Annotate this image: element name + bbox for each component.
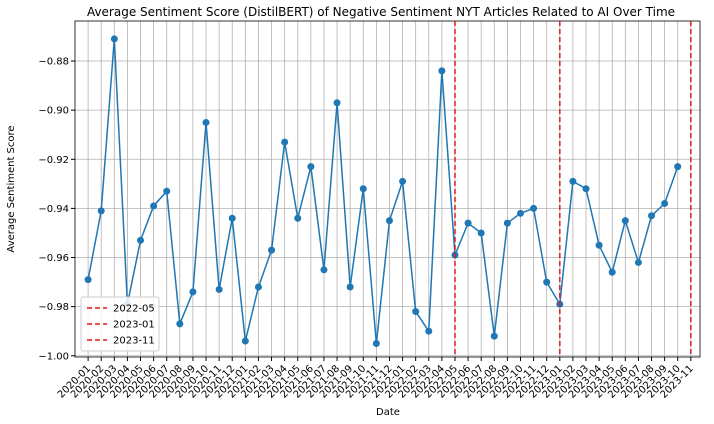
series-line	[87, 38, 679, 344]
legend-label: 2022-05	[113, 304, 155, 315]
data-point	[228, 214, 236, 222]
data-point	[294, 214, 302, 222]
data-point	[97, 207, 105, 215]
legend-label: 2023-11	[113, 336, 155, 347]
data-point	[438, 67, 446, 75]
data-point	[530, 204, 538, 212]
data-point	[661, 199, 669, 207]
data-point	[307, 163, 315, 171]
data-point	[163, 187, 171, 195]
legend-box	[80, 296, 160, 352]
x-axis-label: Date	[376, 407, 400, 418]
data-point	[648, 212, 656, 220]
data-point	[359, 185, 367, 193]
y-tick-label: −1.00	[38, 351, 69, 362]
data-point	[372, 339, 380, 347]
y-tick-label: −0.96	[38, 253, 69, 264]
data-point	[254, 283, 262, 291]
data-point	[674, 163, 682, 171]
data-point	[399, 177, 407, 185]
data-point	[320, 266, 328, 274]
data-point	[490, 332, 498, 340]
y-tick-label: −0.94	[38, 204, 69, 215]
data-point	[516, 209, 524, 217]
data-point	[333, 99, 341, 107]
data-point	[477, 229, 485, 237]
data-point	[608, 268, 616, 276]
data-point	[425, 327, 433, 335]
y-tick-label: −0.92	[38, 155, 69, 166]
legend: 2022-05 2023-01 2023-11	[80, 296, 160, 352]
data-point	[215, 285, 223, 293]
data-point	[241, 337, 249, 345]
y-tick-label: −0.98	[38, 302, 69, 313]
data-point	[582, 185, 590, 193]
plot-frame	[74, 20, 701, 358]
data-point	[281, 138, 289, 146]
data-point	[150, 202, 158, 210]
y-tick-label: −0.88	[38, 57, 69, 68]
data-point	[189, 288, 197, 296]
data-point	[569, 177, 577, 185]
data-point	[464, 219, 472, 227]
legend-label: 2023-01	[113, 320, 155, 331]
y-tick-label: −0.90	[38, 106, 69, 117]
data-point	[202, 118, 210, 126]
chart-title: Average Sentiment Score (DistilBERT) of …	[87, 5, 675, 19]
data-point	[176, 320, 184, 328]
data-point	[137, 236, 145, 244]
data-point	[634, 258, 642, 266]
data-point	[543, 278, 551, 286]
y-axis-label: Average Sentiment Score	[6, 125, 17, 252]
data-point	[84, 276, 92, 284]
data-point	[503, 219, 511, 227]
data-point	[621, 217, 629, 225]
data-point	[412, 308, 420, 316]
data-point	[385, 217, 393, 225]
data-point	[595, 241, 603, 249]
data-point	[346, 283, 354, 291]
data-point	[268, 246, 276, 254]
data-point	[110, 35, 118, 43]
